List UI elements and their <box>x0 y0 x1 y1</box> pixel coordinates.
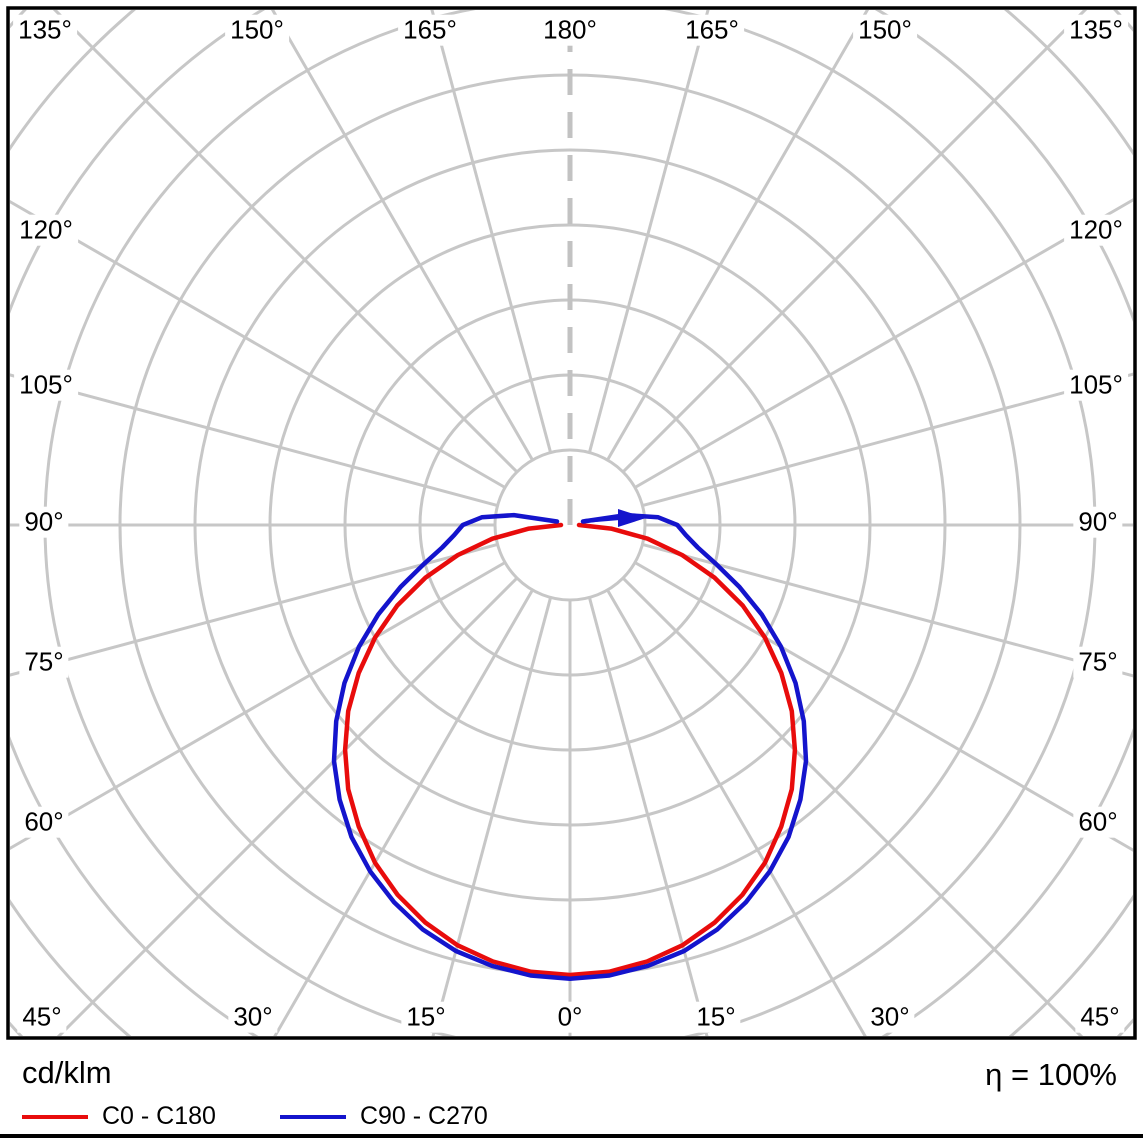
curve-c90-c270 <box>331 512 809 982</box>
legend-item-c90-c270: C90 - C270 <box>279 1102 488 1131</box>
angle-tick-label: 30° <box>865 1001 915 1033</box>
angle-tick-label: 60° <box>19 806 69 838</box>
angle-tick-label: 0° <box>552 1001 588 1033</box>
angle-tick-label: 45° <box>17 1001 67 1033</box>
angle-tick-label: 90° <box>1073 506 1123 538</box>
legend-label: C90 - C270 <box>359 1102 488 1130</box>
chart-frame <box>6 6 1137 1040</box>
angle-tick-label: 105° <box>1064 369 1128 401</box>
angle-tick-label: 15° <box>401 1001 451 1033</box>
radial-unit-label: cd/klm <box>22 1055 112 1090</box>
legend-swatch-blue-line <box>279 1114 346 1119</box>
curve-direction-arrow-icon <box>618 509 646 527</box>
chart-footer: cd/klm η = 100% C0 - C180 C90 - C270 <box>0 1045 1143 1143</box>
angle-tick-label: 165° <box>680 14 744 46</box>
angle-tick-label: 60° <box>1073 806 1123 838</box>
angle-tick-label: 150° <box>225 14 289 46</box>
angle-tick-label: 15° <box>691 1001 741 1033</box>
curve-direction-stub <box>583 516 621 523</box>
angle-tick-label: 90° <box>19 506 69 538</box>
efficiency-label: η = 100% <box>985 1057 1117 1092</box>
angle-tick-label: 120° <box>1064 214 1128 246</box>
angle-tick-label: 165° <box>398 14 462 46</box>
angle-tick-label: 150° <box>853 14 917 46</box>
bottom-divider <box>0 1134 1143 1138</box>
angle-tick-label: 180° <box>538 14 602 46</box>
polar-chart: 135° 150° 165° 180° 165° 150° 135° 120° 105° 90° 7… <box>6 6 1137 1040</box>
angle-tick-label: 120° <box>14 214 78 246</box>
angle-tick-label: 30° <box>228 1001 278 1033</box>
angle-tick-label: 105° <box>14 369 78 401</box>
polar-chart-svg <box>6 6 1137 1040</box>
curve-c0-c180 <box>342 522 798 978</box>
polar-grid <box>10 10 1133 1036</box>
legend-item-c0-c180: C0 - C180 <box>22 1102 216 1131</box>
angle-tick-label: 45° <box>1075 1001 1125 1033</box>
legend: C0 - C180 C90 - C270 <box>22 1102 488 1131</box>
angle-tick-label: 135° <box>13 14 77 46</box>
angle-tick-label: 75° <box>1073 646 1123 678</box>
angle-tick-label: 135° <box>1064 14 1128 46</box>
legend-label: C0 - C180 <box>102 1102 216 1130</box>
angle-tick-label: 75° <box>19 646 69 678</box>
legend-swatch-red-line <box>22 1114 88 1119</box>
